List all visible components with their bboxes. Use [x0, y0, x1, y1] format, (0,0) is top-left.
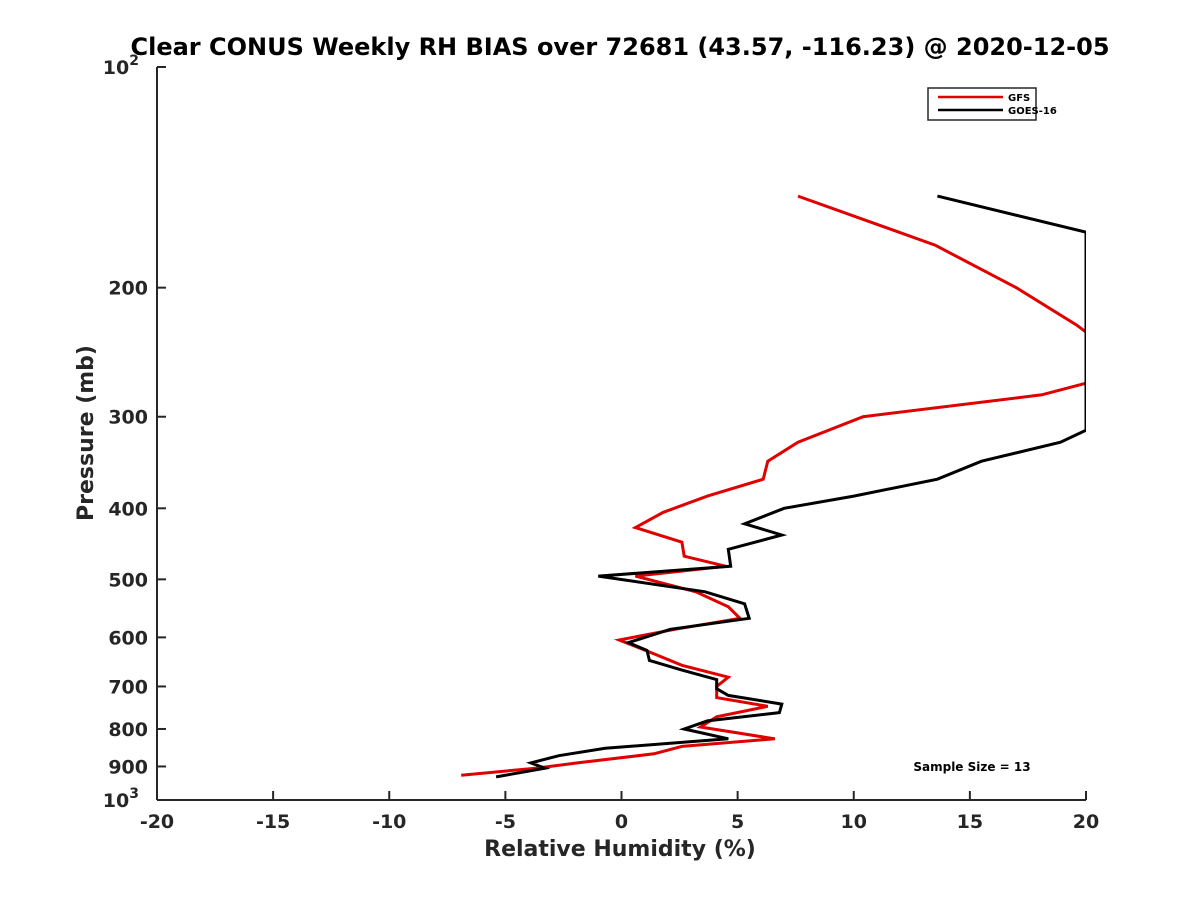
- y-tick-label: 102: [103, 53, 139, 79]
- plot-area: -20 -15 -10 -5 0 5 10 15 20 102 200 300 400 500 600 700…: [103, 53, 1099, 833]
- x-tick-label: 5: [731, 811, 744, 833]
- y-tick-label: 300: [108, 407, 148, 429]
- x-tick-label: -5: [495, 811, 516, 833]
- legend-label: GOES-16: [1008, 106, 1057, 117]
- series-line-gfs: [461, 194, 1086, 777]
- x-tick-label: 20: [1073, 811, 1099, 833]
- legend: GFS GOES-16: [927, 87, 1057, 121]
- legend-label: GFS: [1008, 93, 1030, 104]
- x-tick-label: -10: [372, 811, 406, 833]
- x-tick-label: 10: [841, 811, 867, 833]
- y-tick-label: 200: [108, 278, 148, 300]
- y-tick-label: 700: [108, 676, 148, 698]
- x-tick-label: -20: [140, 811, 174, 833]
- chart-title: Clear CONUS Weekly RH BIAS over 72681 (4…: [130, 33, 1109, 61]
- x-tick-label: -15: [256, 811, 290, 833]
- y-tick-label: 400: [108, 498, 148, 520]
- series-line-goes-16: [495, 194, 1086, 779]
- y-axis-label: Pressure (mb): [74, 345, 99, 521]
- x-tick-label: 0: [615, 811, 628, 833]
- sample-size-annotation: Sample Size = 13: [913, 760, 1030, 774]
- legend-box: [927, 87, 1037, 121]
- x-axis-label: Relative Humidity (%): [484, 837, 756, 862]
- x-tick-label: 15: [957, 811, 983, 833]
- y-tick-label: 500: [108, 569, 148, 591]
- y-tick-label: 800: [108, 719, 148, 741]
- y-tick-label: 900: [108, 756, 148, 778]
- y-tick-label: 103: [103, 786, 139, 812]
- y-tick-label: 600: [108, 627, 148, 649]
